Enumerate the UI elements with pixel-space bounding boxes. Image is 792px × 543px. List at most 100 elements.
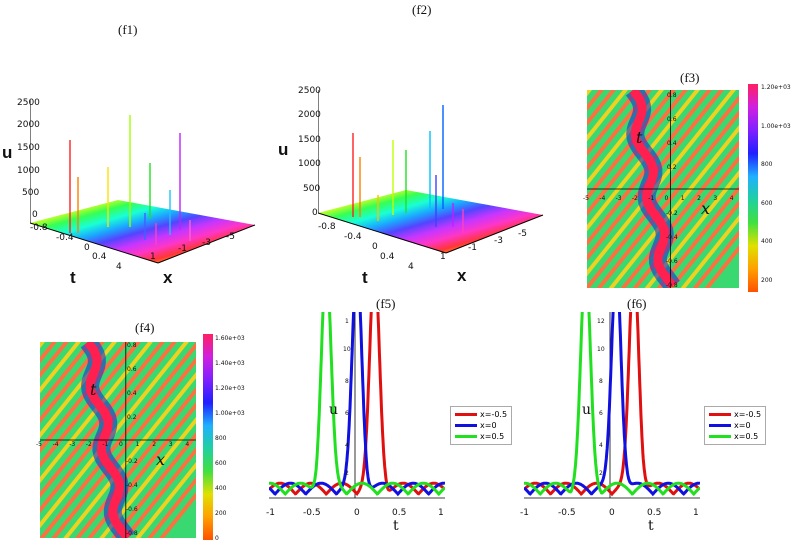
legend-item: x=0 — [709, 420, 761, 431]
ttick-f4: 0.4 — [127, 390, 137, 397]
ttick-f3: 0.2 — [667, 164, 677, 171]
ztick: 2000 — [17, 120, 40, 130]
panel-label-f2: (f2) — [412, 2, 432, 17]
ttick-f4: -0.8 — [126, 530, 138, 537]
ttick-f4: -0.4 — [126, 482, 138, 489]
xtick-f4: 3 — [168, 441, 173, 448]
xtick-f3: 1 — [680, 195, 685, 202]
cbtick-f4: 0 — [215, 535, 219, 542]
heatmap-stripe — [587, 90, 604, 112]
heatmap-stripe — [587, 90, 736, 277]
xtick: -1 — [178, 244, 187, 254]
ttick-f3: 0.4 — [667, 140, 677, 147]
ttick-f3: -0.8 — [666, 282, 678, 289]
ytick: 2 — [345, 470, 349, 477]
legend-label: x=0.5 — [734, 432, 759, 441]
ttick-f3: -0.6 — [666, 258, 678, 265]
surface-f1 — [30, 100, 256, 264]
xtick-f3: 4 — [729, 195, 734, 202]
xtick: -0.5 — [303, 508, 321, 518]
heatmap-stripe — [40, 342, 81, 394]
legend-label: x=0.5 — [480, 432, 505, 441]
cbtick-f4: 600 — [215, 460, 227, 467]
heatmap-stripe — [51, 356, 196, 538]
ztick: 500 — [303, 184, 321, 194]
ttick-f4: 0.6 — [127, 366, 137, 373]
x-axis — [157, 224, 256, 264]
ytick: 10 — [343, 346, 351, 353]
cbtick-f4: 800 — [215, 435, 227, 442]
ttick-f3: -0.2 — [666, 210, 678, 217]
ztick: 1500 — [17, 143, 40, 153]
xlabel-f4: x — [156, 450, 166, 469]
ulabel-f5: u — [329, 402, 339, 418]
legend-swatch — [709, 435, 731, 438]
xtick-f3: 3 — [713, 195, 718, 202]
heatmap-stripe — [40, 342, 69, 379]
colorbar-f3 — [748, 84, 758, 292]
legend-label: x=-0.5 — [480, 410, 508, 419]
xtick: 1 — [150, 252, 156, 262]
legend-swatch — [709, 413, 731, 416]
tlabel-f3: t — [636, 128, 643, 147]
ttick: 0 — [372, 242, 378, 252]
heatmap-stripe — [135, 461, 196, 538]
colorbar-f4 — [203, 334, 213, 540]
legend-item: x=0.5 — [455, 431, 507, 442]
xtick: 1 — [440, 252, 446, 262]
panel-label-f1: (f1) — [118, 22, 138, 37]
xtick: 0.5 — [392, 508, 407, 518]
ztick: 0 — [312, 208, 318, 218]
xtick: -3 — [202, 238, 211, 248]
cbtick-f4: 400 — [215, 485, 227, 492]
ttick-f4: 0.2 — [127, 414, 137, 421]
ttick-f3: 0.8 — [667, 92, 677, 99]
cbtick-f3: 200 — [761, 276, 773, 284]
legend-label: x=0 — [480, 421, 497, 430]
series-line-x=0 — [269, 312, 445, 497]
heatmap-f3 — [587, 90, 739, 288]
cbtick-f4: 1.60e+03 — [215, 335, 245, 342]
ztick: 0 — [32, 210, 38, 220]
cbtick-f3: 1.00e+03 — [761, 122, 791, 130]
heatmap-stripe — [40, 342, 45, 349]
legend-label: x=0 — [734, 421, 751, 430]
cbtick-f3: 600 — [761, 199, 773, 207]
series-line-x=0.5 — [269, 312, 445, 497]
ztick: 2000 — [298, 110, 321, 120]
x-axis — [445, 214, 544, 254]
ttick: -0.4 — [56, 233, 74, 243]
ztick: 2500 — [17, 98, 40, 108]
cbtick-f4: 1.00e+03 — [215, 410, 245, 417]
tlabel-f2: t — [362, 268, 368, 287]
ttick-f4: 0.8 — [127, 342, 137, 349]
xtick-f4: -2 — [85, 441, 92, 448]
xtick: 1 — [438, 508, 444, 518]
panel-label-f4: (f4) — [135, 320, 155, 335]
cbtick-f4: 200 — [215, 510, 227, 517]
xtick-f3: -1 — [648, 195, 655, 202]
colorbar-rect — [203, 334, 213, 540]
legend-swatch — [455, 413, 477, 416]
series-line-x=0 — [524, 312, 700, 497]
heatmap-stripe — [159, 491, 196, 538]
ztick: 1000 — [17, 166, 40, 176]
heatmap-stripe — [123, 446, 196, 538]
xtick-f4: -3 — [69, 441, 76, 448]
cbtick-f4: 1.20e+03 — [215, 385, 245, 392]
panel-label-f3: (f3) — [680, 70, 700, 85]
lineplot-f6 — [524, 312, 700, 499]
xtick-f4: 2 — [152, 441, 157, 448]
zlabel-f2: u — [278, 140, 289, 159]
heatmap-stripe — [40, 342, 93, 409]
xtick: 4 — [116, 262, 122, 272]
heatmap-f4 — [40, 342, 196, 538]
xtick-f3: 2 — [697, 195, 701, 202]
ztick: 1000 — [298, 159, 321, 169]
ztick: 500 — [22, 188, 40, 198]
ttick: -0.8 — [318, 222, 336, 232]
heatmap-stripe — [99, 417, 196, 538]
legend-label: x=-0.5 — [734, 410, 762, 419]
panel-label-f5: (f5) — [376, 296, 396, 311]
xtick-f4: 4 — [185, 441, 190, 448]
